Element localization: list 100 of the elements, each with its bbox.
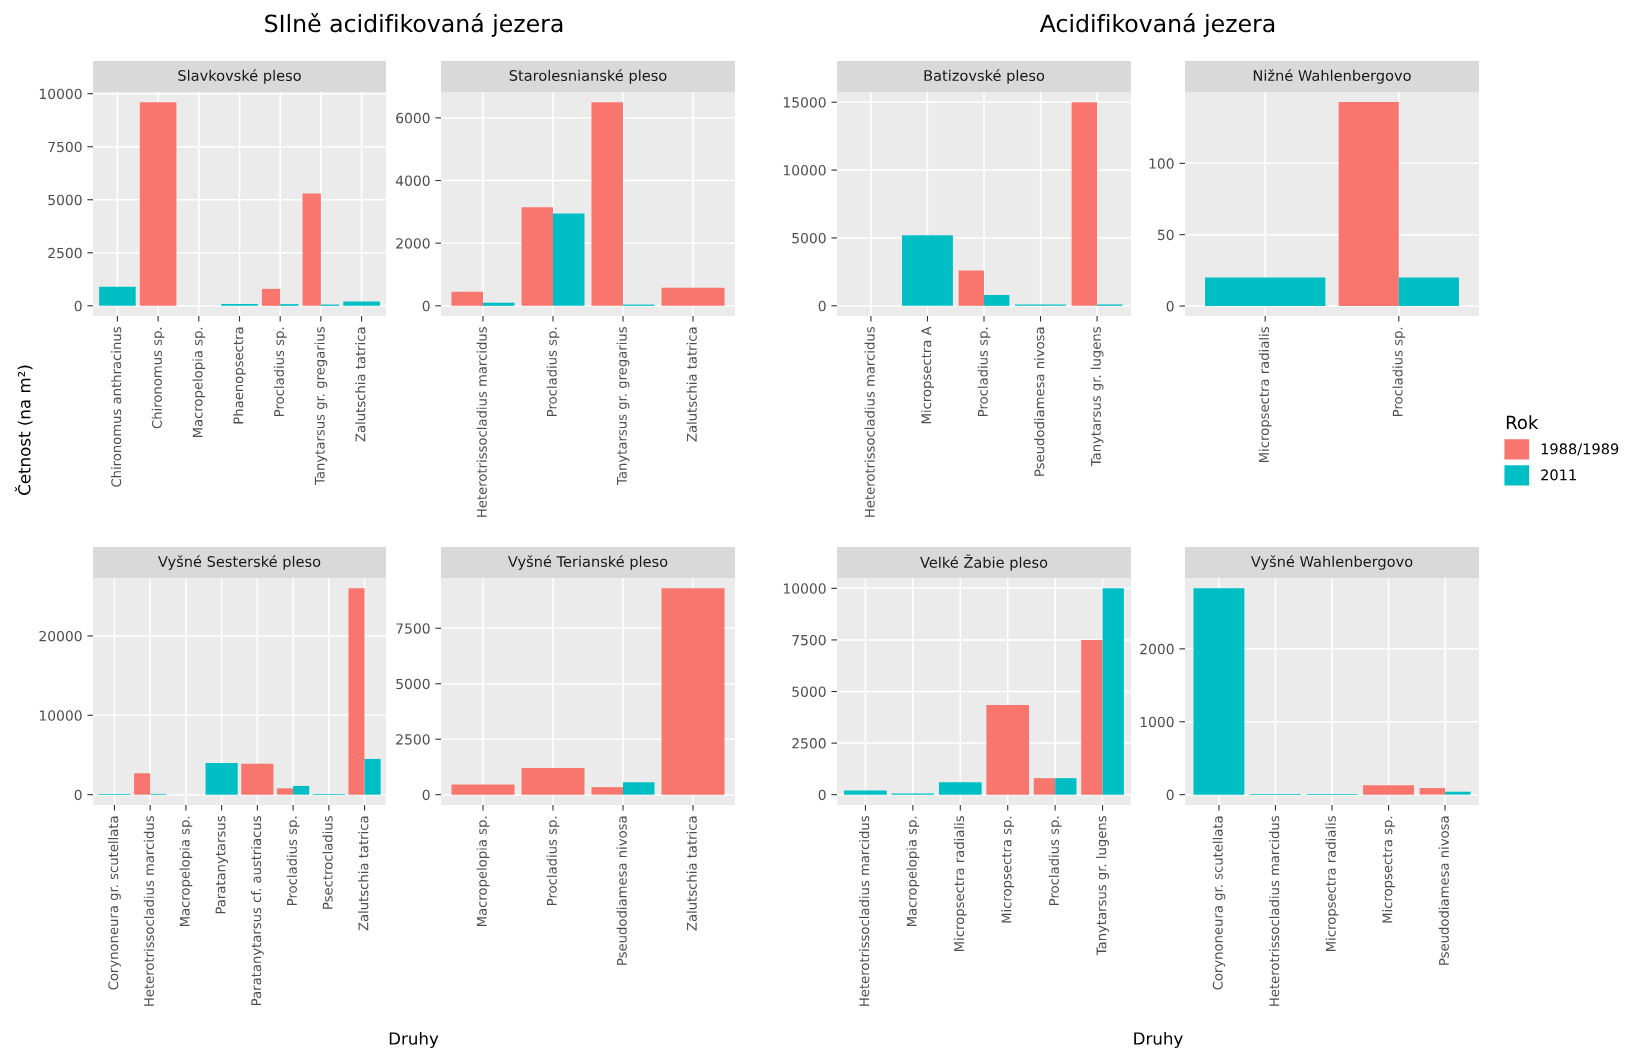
legend-label: 2011 xyxy=(1541,469,1576,481)
y-tick-label: 0 xyxy=(818,789,826,801)
y-tick-label: 10000 xyxy=(783,165,826,176)
legend-title: Rok xyxy=(1506,415,1539,430)
y-tick-label: 2000 xyxy=(396,238,430,249)
x-axis-title: Druhy xyxy=(389,1031,439,1049)
y-axis-title: Četnost (na m²) xyxy=(14,365,33,495)
y-tick-label: 50 xyxy=(1157,229,1174,241)
chart-title: Batizovské pleso xyxy=(924,69,1045,84)
x-tick-label: Zalutschia tatrica xyxy=(686,327,697,442)
x-tick-label: Micropsectra radialis xyxy=(1258,327,1272,462)
x-tick-label: Procladius sp. xyxy=(1392,327,1406,416)
text: SIlně acidifikovaná jezera xyxy=(265,13,563,37)
y-tick-label: 0 xyxy=(1166,789,1174,801)
x-tick-label: Heterotrissocladius marcidus xyxy=(864,327,875,517)
x-tick-label: Zalutschia tatrica xyxy=(358,816,369,931)
bar xyxy=(483,302,515,306)
x-tick-label: Micropsectra radialis xyxy=(953,816,967,951)
x-tick-label: Tanytarsus gr. gregarius xyxy=(616,327,630,485)
x-tick-label: Macropelopia sp. xyxy=(179,816,193,927)
chart-title: Slavkovské pleso xyxy=(178,69,301,84)
x-tick-label: Tanytarsus gr. gregarius xyxy=(314,327,328,485)
y-tick-label: 6000 xyxy=(396,112,430,124)
x-tick-label: Paratanytarsus cf. austriacus xyxy=(250,816,264,1005)
x-tick-label: Heterotrissocladius marcidus xyxy=(1269,816,1280,1006)
x-tick-label: Psectrocladius xyxy=(322,816,333,909)
x-tick-label: Micropsectra sp. xyxy=(1001,816,1015,923)
x-tick-label: Tanytarsus gr. lugens xyxy=(1096,816,1109,956)
x-tick-label: Macropelopia sp. xyxy=(476,816,490,927)
legend-label: 1988/1989 xyxy=(1541,443,1619,456)
y-tick-label: 5000 xyxy=(396,678,430,690)
y-tick-label: 20000 xyxy=(39,630,82,642)
y-tick-label: 5000 xyxy=(792,232,826,244)
y-tick-label: 0 xyxy=(422,789,430,801)
x-tick-label: Procladius sp. xyxy=(977,327,991,416)
chart-title: Starolesnianské pleso xyxy=(509,69,667,84)
y-tick-label: 7500 xyxy=(48,141,82,153)
y-tick-label: 0 xyxy=(74,789,82,801)
chart-title: Vyšné Terianské pleso xyxy=(508,555,668,570)
y-tick-label: 1000 xyxy=(1140,716,1174,728)
x-tick-label: Corynoneura gr. scutellata xyxy=(1212,816,1226,990)
bar xyxy=(343,301,380,306)
y-tick-label: 2500 xyxy=(396,734,430,745)
y-tick-label: 4000 xyxy=(395,175,430,186)
x-tick-label: Corynoneura gr. scutellata xyxy=(108,816,121,990)
x-axis-title: Druhy xyxy=(1134,1031,1183,1049)
y-tick-label: 2500 xyxy=(792,738,826,749)
y-tick-label: 2000 xyxy=(1140,643,1174,655)
x-tick-label: Chironomus anthracinus xyxy=(111,327,122,487)
bar xyxy=(521,768,585,795)
bar xyxy=(591,102,623,306)
x-tick-label: Micropsectra A xyxy=(921,326,934,424)
y-tick-label: 7500 xyxy=(396,623,430,634)
y-tick-label: 5000 xyxy=(792,686,826,697)
bar xyxy=(99,286,136,306)
x-tick-label: Procladius sp. xyxy=(273,327,287,416)
y-tick-label: 5000 xyxy=(48,194,82,206)
chart-title: Vyšné Sesterské pleso xyxy=(158,555,321,570)
bar xyxy=(451,291,483,306)
y-tick-label: 2500 xyxy=(48,247,82,259)
bar xyxy=(451,784,515,795)
x-tick-label: Procladius sp. xyxy=(286,816,300,905)
y-tick-label: 0 xyxy=(1166,300,1174,312)
chart-title: Nižné Wahlenbergovo xyxy=(1253,69,1411,84)
x-tick-label: Procladius sp. xyxy=(546,327,560,416)
x-tick-label: Micropsectra radialis xyxy=(1325,816,1339,951)
y-tick-label: 0 xyxy=(422,300,430,312)
x-tick-label: Macropelopia sp. xyxy=(192,327,206,438)
y-tick-label: 10000 xyxy=(39,710,82,721)
x-tick-label: Procladius sp. xyxy=(1048,816,1062,905)
y-tick-label: 10000 xyxy=(39,88,82,100)
x-tick-label: Micropsectra sp. xyxy=(1382,816,1395,923)
text: Acidifikovaná jezera xyxy=(1039,13,1275,37)
y-tick-label: 0 xyxy=(818,300,826,312)
y-tick-label: 10000 xyxy=(783,583,826,594)
x-tick-label: Heterotrissocladius marcidus xyxy=(859,816,870,1006)
x-tick-label: Paratanytarsus xyxy=(215,816,229,914)
x-tick-label: Zalutschia tatrica xyxy=(355,327,366,442)
x-tick-label: Phaenopsectra xyxy=(233,327,246,424)
bar xyxy=(521,207,553,306)
bar xyxy=(623,782,655,795)
x-tick-label: Tanytarsus gr. lugens xyxy=(1090,327,1104,467)
x-tick-label: Macropelopia sp. xyxy=(906,816,920,927)
y-tick-label: 15000 xyxy=(783,97,826,108)
bar xyxy=(553,213,585,306)
x-tick-label: Procladius sp. xyxy=(546,816,560,905)
chart-title: Vyšné Wahlenbergovo xyxy=(1250,555,1413,570)
bar xyxy=(261,288,281,306)
chart-title: Velké Žabie pleso xyxy=(920,554,1048,571)
bar xyxy=(302,193,321,306)
x-tick-label: Pseudodiamesa nivosa xyxy=(1034,327,1045,476)
x-tick-label: Pseudodiamesa nivosa xyxy=(1438,816,1449,965)
x-tick-label: Heterotrissocladius marcidus xyxy=(143,816,154,1006)
y-tick-label: 0 xyxy=(74,300,82,312)
x-tick-label: Zalutschia tatrica xyxy=(686,816,697,931)
bar xyxy=(661,588,725,795)
x-tick-label: Heterotrissocladius marcidus xyxy=(476,327,487,517)
y-tick-label: 100 xyxy=(1149,158,1174,169)
x-tick-label: Pseudodiamesa nivosa xyxy=(616,816,627,965)
x-tick-label: Chironomus sp. xyxy=(151,327,165,429)
